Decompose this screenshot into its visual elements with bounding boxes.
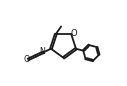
Text: O: O xyxy=(70,29,77,38)
Text: O: O xyxy=(24,55,30,64)
Text: N: N xyxy=(39,47,45,56)
